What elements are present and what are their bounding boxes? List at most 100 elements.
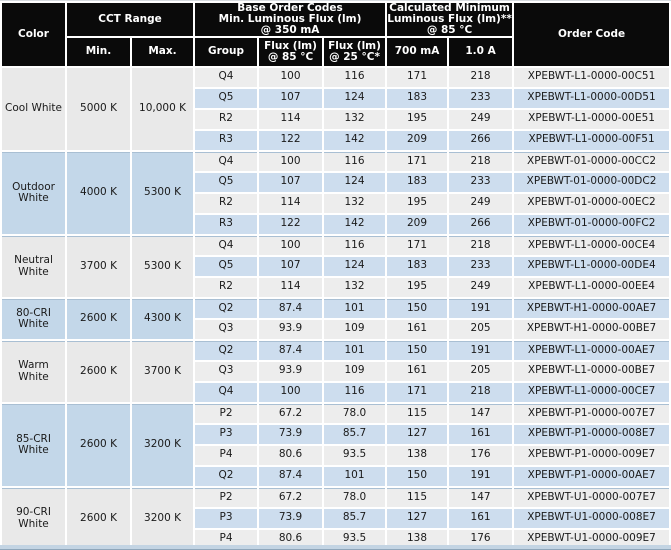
- cct-min-cell: 3700 K: [67, 235, 130, 297]
- flux-1a-cell: 266: [449, 130, 513, 150]
- group-cell: Q3: [195, 361, 258, 381]
- flux-85c-cell: 100: [259, 67, 323, 87]
- flux-25c-cell: 124: [324, 88, 386, 108]
- cct-min-cell: 5000 K: [67, 67, 130, 150]
- flux-85c-cell: 93.9: [259, 319, 323, 339]
- order-code-cell: XPEBWT-H1-0000-00BE7: [514, 319, 670, 339]
- group-cell: Q5: [195, 88, 258, 108]
- table-row: 90-CRI White 2600 K 3200 K P2 67.2 78.0 115 147…: [2, 487, 670, 549]
- flux-85c-cell: 100: [259, 235, 323, 255]
- flux-85c-cell: 114: [259, 277, 323, 297]
- flux-85c-cell: 87.4: [259, 340, 323, 360]
- cct-min-cell: 2600 K: [67, 403, 130, 486]
- column-header-cct-range: CCT Range: [67, 3, 194, 36]
- flux-85c-cell: 80.6: [259, 529, 323, 549]
- flux-25c-cell: 132: [324, 277, 386, 297]
- column-header-1a: 1.0 A: [449, 37, 513, 66]
- order-code-cell: XPEBWT-01-0000-00EC2: [514, 193, 670, 213]
- order-code-cell: XPEBWT-L1-0000-00F51: [514, 130, 670, 150]
- cct-min-cell: 4000 K: [67, 151, 130, 234]
- flux-700ma-cell: 138: [387, 445, 448, 465]
- flux-85c-cell: 100: [259, 382, 323, 402]
- group-cell: Q5: [195, 172, 258, 192]
- cct-max-cell: 3200 K: [132, 403, 194, 486]
- table-row: Warm White 2600 K 3700 K Q2 87.4 101 150 191 XPE…: [2, 340, 670, 402]
- table-body: Cool White 5000 K 10,000 K Q4 100 116 171 218 XP…: [2, 67, 670, 549]
- flux-700ma-cell: 150: [387, 466, 448, 486]
- flux-700ma-cell: 183: [387, 256, 448, 276]
- table-row: Q3 93.9 109 161 205 XPEBWT-H1-0000-00BE7: [2, 319, 670, 339]
- flux-1a-cell: 218: [449, 382, 513, 402]
- table-row: P3 73.9 85.7 127 161 XPEBWT-P1-0000-008E7: [2, 424, 670, 444]
- order-code-cell: XPEBWT-01-0000-00DC2: [514, 172, 670, 192]
- order-code-cell: XPEBWT-L1-0000-00D51: [514, 88, 670, 108]
- table-row: Q4 100 116 171 218 XPEBWT-L1-0000-00CE7: [2, 382, 670, 402]
- flux-25c-cell: 93.5: [324, 445, 386, 465]
- flux-25c-cell: 116: [324, 235, 386, 255]
- cct-min-cell: 2600 K: [67, 487, 130, 549]
- flux-85c-cell: 73.9: [259, 424, 323, 444]
- order-code-cell: XPEBWT-U1-0000-009E7: [514, 529, 670, 549]
- flux-25c-cell: 78.0: [324, 403, 386, 423]
- flux-1a-cell: 147: [449, 403, 513, 423]
- flux-25c-cell: 78.0: [324, 487, 386, 507]
- order-code-cell: XPEBWT-P1-0000-008E7: [514, 424, 670, 444]
- table-row: Cool White 5000 K 10,000 K Q4 100 116 171 218 XP…: [2, 67, 670, 150]
- group-cell: P2: [195, 403, 258, 423]
- order-code-cell: XPEBWT-L1-0000-00AE7: [514, 340, 670, 360]
- group-cell: Q5: [195, 256, 258, 276]
- flux-85c-cell: 87.4: [259, 466, 323, 486]
- column-header-color: Color: [2, 3, 65, 66]
- table-row: Outdoor White 4000 K 5300 K Q4 100 116 171 218 X…: [2, 151, 670, 234]
- flux-700ma-cell: 209: [387, 130, 448, 150]
- flux-700ma-cell: 115: [387, 403, 448, 423]
- flux-1a-cell: 191: [449, 466, 513, 486]
- flux-700ma-cell: 195: [387, 109, 448, 129]
- color-name-cell: 90-CRI White: [2, 487, 65, 549]
- flux-85c-cell: 73.9: [259, 508, 323, 528]
- flux-85c-cell: 114: [259, 109, 323, 129]
- group-cell: Q2: [195, 466, 258, 486]
- flux-700ma-cell: 161: [387, 361, 448, 381]
- color-name-cell: Outdoor White: [2, 151, 65, 234]
- table-row: Q3 93.9 109 161 205 XPEBWT-L1-0000-00BE7: [2, 361, 670, 381]
- cct-max-cell: 10,000 K: [132, 67, 194, 150]
- cct-min-cell: 2600 K: [67, 340, 130, 402]
- order-code-cell: XPEBWT-U1-0000-008E7: [514, 508, 670, 528]
- table-row: Q5 107 124 183 233 XPEBWT-01-0000-00DC2: [2, 172, 670, 192]
- order-code-cell: XPEBWT-U1-0000-007E7: [514, 487, 670, 507]
- flux-25c-cell: 85.7: [324, 508, 386, 528]
- flux-700ma-cell: 171: [387, 382, 448, 402]
- table-row: R2 114 132 195 249 XPEBWT-L1-0000-00EE4: [2, 277, 670, 297]
- flux-25c-cell: 116: [324, 67, 386, 87]
- table-row: P4 80.6 93.5 138 176 XPEBWT-U1-0000-009E7: [2, 529, 670, 549]
- flux-25c-cell: 85.7: [324, 424, 386, 444]
- flux-1a-cell: 233: [449, 88, 513, 108]
- group-cell: P3: [195, 508, 258, 528]
- flux-1a-cell: 176: [449, 529, 513, 549]
- flux-700ma-cell: 171: [387, 151, 448, 171]
- cct-min-cell: 2600 K: [67, 298, 130, 339]
- column-header-cct-max: Max.: [132, 37, 194, 66]
- group-cell: R2: [195, 109, 258, 129]
- column-header-calculated-minimum-flux: Calculated Minimum Luminous Flux (lm)** …: [387, 3, 513, 36]
- order-code-cell: XPEBWT-L1-0000-00C51: [514, 67, 670, 87]
- flux-25c-cell: 142: [324, 130, 386, 150]
- cct-max-cell: 5300 K: [132, 151, 194, 234]
- flux-1a-cell: 218: [449, 67, 513, 87]
- flux-700ma-cell: 195: [387, 277, 448, 297]
- flux-85c-cell: 80.6: [259, 445, 323, 465]
- column-header-cct-min: Min.: [67, 37, 130, 66]
- flux-700ma-cell: 127: [387, 508, 448, 528]
- order-code-cell: XPEBWT-L1-0000-00DE4: [514, 256, 670, 276]
- flux-25c-cell: 109: [324, 319, 386, 339]
- flux-700ma-cell: 183: [387, 88, 448, 108]
- order-code-cell: XPEBWT-L1-0000-00BE7: [514, 361, 670, 381]
- group-cell: Q4: [195, 235, 258, 255]
- group-cell: R2: [195, 193, 258, 213]
- flux-1a-cell: 191: [449, 340, 513, 360]
- flux-25c-cell: 101: [324, 298, 386, 318]
- flux-700ma-cell: 195: [387, 193, 448, 213]
